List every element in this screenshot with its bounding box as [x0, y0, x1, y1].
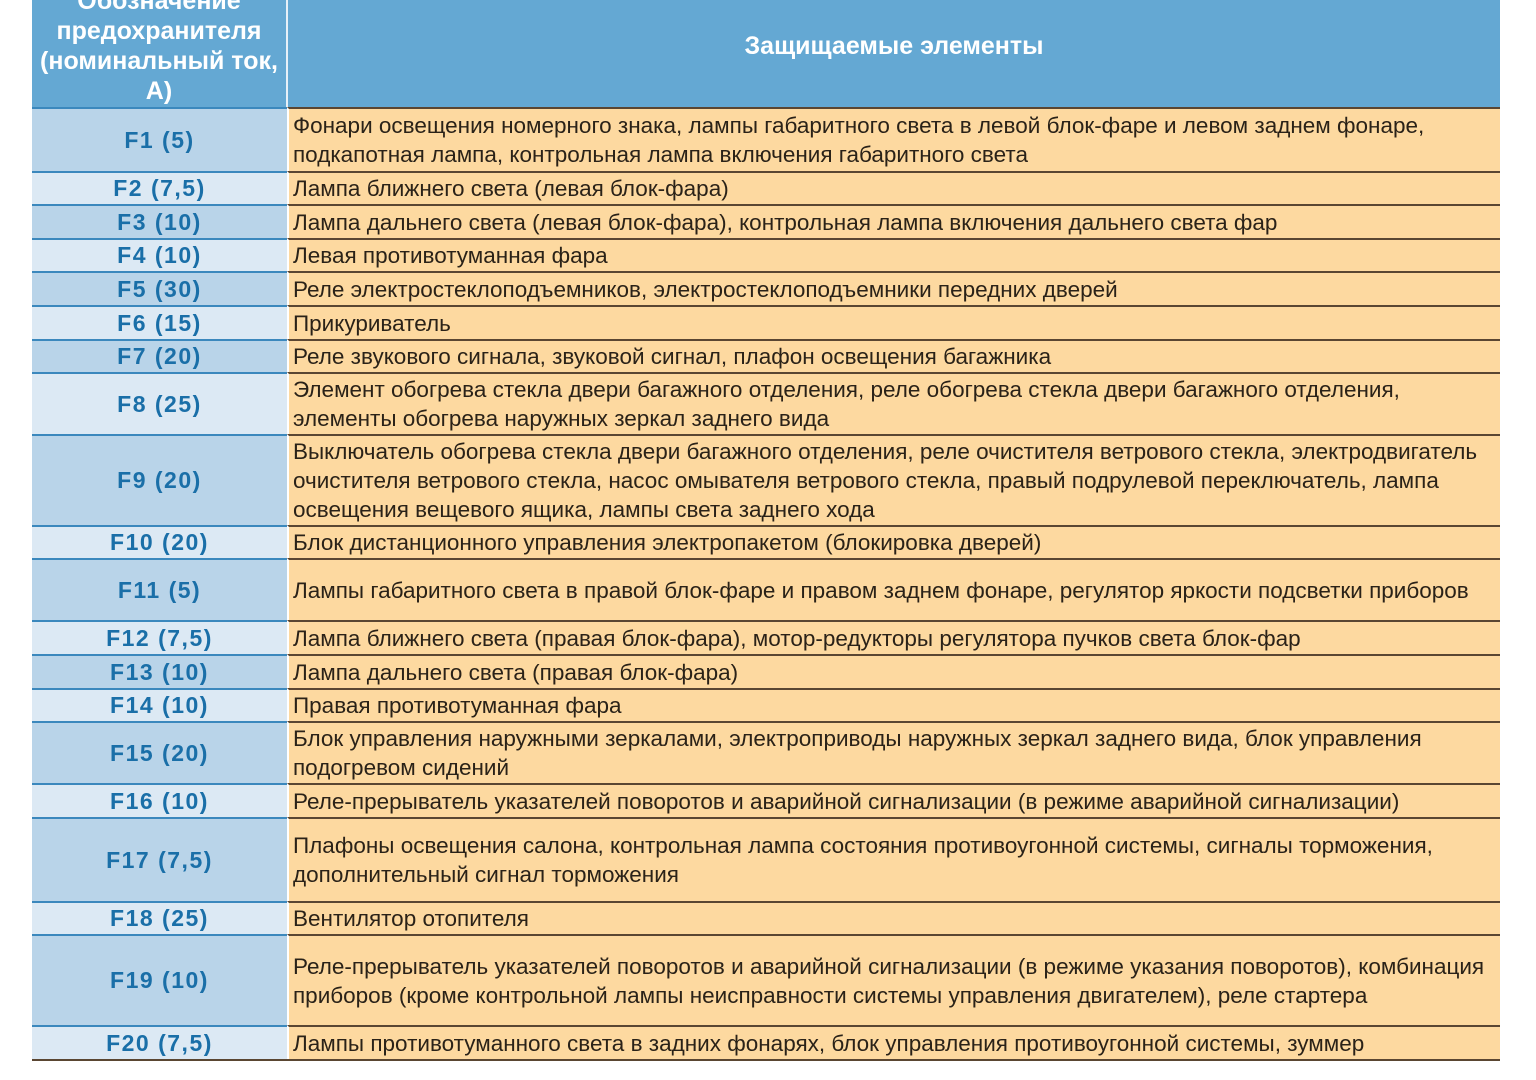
table-row: F8 (25) Элемент обогрева стекла двери баг…	[32, 372, 1500, 434]
table-row: F18 (25) Вентилятор отопителя	[32, 901, 1500, 934]
fuse-cell: F13 (10)	[32, 654, 287, 688]
protected-elements-cell: Выключатель обогрева стекла двери багажн…	[287, 434, 1500, 525]
table-body: F1 (5) Фонари освещения номерного знака, …	[32, 107, 1500, 1061]
protected-elements-cell: Лампы габаритного света в правой блок-фа…	[287, 558, 1500, 620]
protected-elements-cell: Лампа ближнего света (правая блок-фара),…	[287, 620, 1500, 654]
protected-elements-cell: Левая противотуманная фара	[287, 238, 1500, 271]
fuse-cell: F7 (20)	[32, 339, 287, 372]
table-row: F13 (10) Лампа дальнего света (правая бло…	[32, 654, 1500, 688]
protected-elements-cell: Блок управления наружными зеркалами, эле…	[287, 721, 1500, 783]
fuse-cell: F14 (10)	[32, 688, 287, 721]
protected-elements-cell: Элемент обогрева стекла двери багажного …	[287, 372, 1500, 434]
table-row: F10 (20) Блок дистанционного управления э…	[32, 525, 1500, 558]
fuse-cell: F8 (25)	[32, 372, 287, 434]
fuse-cell: F17 (7,5)	[32, 817, 287, 901]
table-row: F1 (5) Фонари освещения номерного знака, …	[32, 107, 1500, 171]
fuse-cell: F11 (5)	[32, 558, 287, 620]
fuse-cell: F1 (5)	[32, 107, 287, 171]
fuse-cell: F9 (20)	[32, 434, 287, 525]
table-row: F9 (20) Выключатель обогрева стекла двери…	[32, 434, 1500, 525]
fuse-cell: F15 (20)	[32, 721, 287, 783]
table-row: F19 (10) Реле-прерыватель указателей пово…	[32, 934, 1500, 1025]
protected-elements-cell: Фонари освещения номерного знака, лампы …	[287, 107, 1500, 171]
protected-elements-cell: Лампы противотуманного света в задних фо…	[287, 1025, 1500, 1059]
fuse-cell: F6 (15)	[32, 305, 287, 339]
fuse-table: Обозначение предохранителя (номинальный …	[32, 0, 1500, 1061]
fuse-cell: F16 (10)	[32, 783, 287, 817]
fuse-cell: F18 (25)	[32, 901, 287, 934]
protected-elements-cell: Плафоны освещения салона, контрольная ла…	[287, 817, 1500, 901]
protected-elements-cell: Блок дистанционного управления электропа…	[287, 525, 1500, 558]
fuse-cell: F4 (10)	[32, 238, 287, 271]
protected-elements-cell: Реле-прерыватель указателей поворотов и …	[287, 783, 1500, 817]
table-row: F3 (10) Лампа дальнего света (левая блок-…	[32, 204, 1500, 238]
fuse-cell: F3 (10)	[32, 204, 287, 238]
protected-elements-cell: Реле-прерыватель указателей поворотов и …	[287, 934, 1500, 1025]
table-row: F16 (10) Реле-прерыватель указателей пово…	[32, 783, 1500, 817]
fuse-cell: F5 (30)	[32, 271, 287, 305]
header-protected-elements: Защищаемые элементы	[744, 32, 1044, 60]
fuse-cell: F10 (20)	[32, 525, 287, 558]
table-row: F5 (30) Реле электростеклоподъемников, эл…	[32, 271, 1500, 305]
protected-elements-cell: Лампа дальнего света (левая блок-фара), …	[287, 204, 1500, 238]
table-row: F11 (5) Лампы габаритного света в правой …	[32, 558, 1500, 620]
table-row: F14 (10) Правая противотуманная фара	[32, 688, 1500, 721]
protected-elements-cell: Правая противотуманная фара	[287, 688, 1500, 721]
header-fuse-designation: Обозначение предохранителя (номинальный …	[32, 0, 288, 107]
protected-elements-cell: Вентилятор отопителя	[287, 901, 1500, 934]
fuse-cell: F2 (7,5)	[32, 171, 287, 204]
table-row: F12 (7,5) Лампа ближнего света (правая бл…	[32, 620, 1500, 654]
table-row: F4 (10) Левая противотуманная фара	[32, 238, 1500, 271]
table-row: F20 (7,5) Лампы противотуманного света в …	[32, 1025, 1500, 1061]
table-row: F6 (15) Прикуриватель	[32, 305, 1500, 339]
table-header: Обозначение предохранителя (номинальный …	[32, 0, 1500, 107]
protected-elements-cell: Лампа дальнего света (правая блок-фара)	[287, 654, 1500, 688]
table-row: F15 (20) Блок управления наружными зеркал…	[32, 721, 1500, 783]
fuse-cell: F12 (7,5)	[32, 620, 287, 654]
protected-elements-cell: Лампа ближнего света (левая блок-фара)	[287, 171, 1500, 204]
table-row: F2 (7,5) Лампа ближнего света (левая блок…	[32, 171, 1500, 204]
protected-elements-cell: Реле звукового сигнала, звуковой сигнал,…	[287, 339, 1500, 372]
table-row: F7 (20) Реле звукового сигнала, звуковой …	[32, 339, 1500, 372]
protected-elements-cell: Реле электростеклоподъемников, электрост…	[287, 271, 1500, 305]
table-row: F17 (7,5) Плафоны освещения салона, контр…	[32, 817, 1500, 901]
fuse-cell: F20 (7,5)	[32, 1025, 287, 1059]
protected-elements-cell: Прикуриватель	[287, 305, 1500, 339]
fuse-cell: F19 (10)	[32, 934, 287, 1025]
